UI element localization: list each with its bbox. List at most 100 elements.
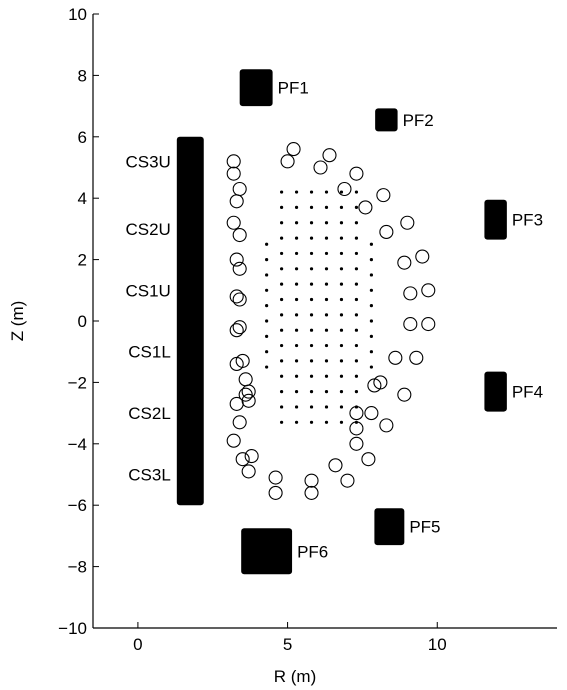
pf-coil-pf3 — [484, 199, 507, 240]
plasma-grid-point — [294, 282, 299, 286]
plasma-grid-point — [279, 267, 284, 271]
plasma-grid-point — [324, 420, 329, 424]
passive-structure-point — [403, 286, 418, 301]
plasma-grid-point — [324, 297, 329, 302]
plasma-grid-point — [294, 190, 299, 194]
plasma-grid-point — [265, 258, 269, 262]
coil-label-cs1l: CS1L — [128, 343, 171, 362]
y-tick-label: 10 — [68, 5, 87, 24]
y-axis-label: Z (m) — [8, 301, 27, 342]
plasma-grid-point — [294, 374, 299, 378]
passive-structure-point — [241, 384, 256, 399]
passive-structure-point — [229, 289, 244, 304]
passive-structure-point — [268, 485, 283, 500]
plasma-grid-point — [279, 328, 284, 332]
central-solenoid — [176, 136, 204, 506]
plasma-grid-point — [309, 282, 314, 286]
plasma-grid-point — [294, 267, 299, 271]
plasma-grid-point — [354, 359, 359, 363]
coil-label-cs2u: CS2U — [125, 220, 170, 239]
plasma-grid-point — [324, 190, 329, 194]
plasma-grid-point — [309, 190, 314, 194]
plasma-grid-point — [354, 282, 359, 286]
passive-structure-point — [364, 406, 379, 421]
passive-structure-point — [286, 142, 301, 157]
plasma-grid-point — [324, 374, 329, 378]
plasma-grid-point — [354, 297, 359, 302]
y-tick-label: 6 — [78, 128, 87, 147]
plasma-grid-point — [339, 420, 344, 424]
passive-structure-point — [373, 375, 388, 390]
plasma-grid-point — [339, 221, 344, 225]
plasma-grid-point — [369, 319, 373, 323]
pf-coil-pf4 — [484, 371, 507, 412]
passive-structure-point — [232, 415, 247, 430]
passive-structure-point — [226, 433, 241, 448]
plasma-grid-point — [354, 405, 359, 409]
passive-structure-point — [229, 396, 244, 411]
passive-structure-point — [238, 387, 253, 402]
plasma-grid-point — [265, 242, 269, 246]
plasma-grid-point — [294, 251, 299, 256]
x-tick-label: 0 — [133, 635, 142, 654]
plasma-grid-point — [339, 236, 344, 240]
passive-structure-point — [229, 194, 244, 209]
plasma-grid-point — [369, 350, 373, 354]
passive-structure-point — [349, 166, 364, 181]
passive-structure-point — [232, 292, 247, 307]
passive-structure-point — [280, 154, 295, 169]
plasma-grid-point — [265, 350, 269, 354]
plasma-grid-point — [265, 319, 269, 323]
passive-structure-point — [379, 224, 394, 240]
plasma-grid-point — [324, 390, 329, 394]
plasma-grid-point — [324, 205, 329, 210]
plasma-grid-point — [354, 236, 359, 240]
plasma-grid-point — [279, 190, 284, 194]
plasma-grid-point — [309, 251, 314, 256]
axes: −10 −8 −6 −4 −2 0 2 4 6 8 10 0 5 10 R (m) Z (m) — [8, 5, 557, 686]
y-tick-label: −2 — [68, 373, 87, 392]
passive-structure-point — [304, 485, 319, 500]
plasma-grid-point — [265, 273, 269, 277]
plasma-grid-point — [279, 236, 284, 240]
passive-structure-point — [388, 350, 403, 365]
plasma-grid-point — [339, 374, 344, 378]
passive-structure-point — [232, 261, 247, 276]
passive-structure-point — [235, 353, 250, 368]
plasma-grid-point — [279, 359, 284, 363]
plasma-grid-point — [354, 205, 359, 210]
plasma-grid-point — [324, 267, 329, 271]
passive-structure-point — [238, 372, 253, 387]
coil-label-cs3u: CS3U — [125, 152, 170, 171]
plasma-grid-point — [324, 328, 329, 332]
passive-structure-point — [328, 458, 343, 473]
passive-structure-point — [397, 255, 412, 270]
plasma-grid-point — [324, 221, 329, 225]
plasma-grid-point — [354, 190, 359, 194]
passive-structure-point — [337, 181, 352, 197]
plasma-grid-point — [324, 313, 329, 317]
plasma-grid-point — [369, 334, 373, 338]
plasma-grid-point — [339, 282, 344, 286]
plasma-grid-layer — [265, 190, 373, 424]
passive-structure-point — [235, 452, 250, 467]
plasma-grid-point — [294, 359, 299, 363]
plasma-grid-point — [354, 328, 359, 332]
plasma-grid-point — [294, 343, 299, 348]
passive-structure-point — [349, 436, 364, 451]
plasma-grid-point — [309, 328, 314, 332]
passive-structure-layer — [226, 142, 436, 500]
coil-label-pf3: PF3 — [512, 211, 543, 230]
pf-coil-pf1 — [239, 69, 273, 107]
coil-label-cs1u: CS1U — [125, 281, 170, 300]
passive-structure-point — [340, 473, 355, 488]
coil-label-pf5: PF5 — [409, 518, 440, 537]
plasma-grid-point — [294, 236, 299, 240]
plasma-grid-point — [309, 420, 314, 424]
plasma-grid-point — [265, 288, 269, 292]
plasma-grid-point — [354, 343, 359, 348]
coil-label-pf6: PF6 — [297, 542, 328, 561]
passive-structure-point — [268, 470, 283, 485]
plasma-grid-point — [309, 221, 314, 225]
